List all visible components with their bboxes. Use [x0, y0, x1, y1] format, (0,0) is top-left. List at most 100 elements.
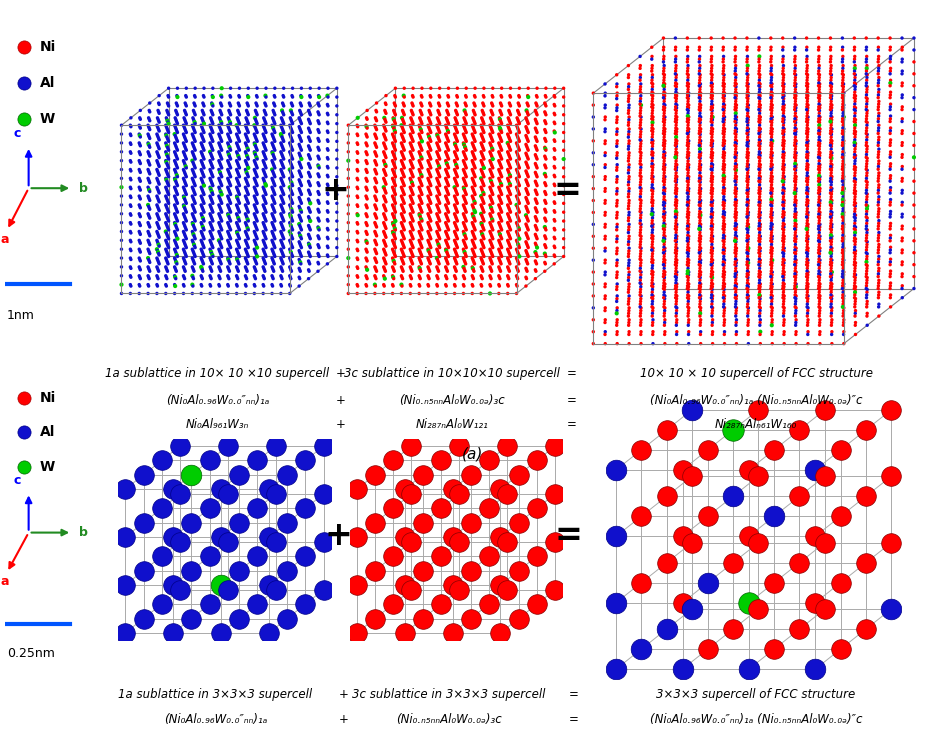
Point — [160, 162, 176, 174]
Point — [474, 192, 489, 203]
Point — [751, 78, 767, 90]
Point — [247, 165, 262, 177]
Point — [740, 161, 755, 173]
Point — [276, 170, 291, 181]
Point — [882, 223, 897, 235]
Point — [481, 270, 497, 282]
Point — [204, 177, 219, 189]
Point — [692, 203, 707, 214]
Point — [834, 319, 850, 331]
Point — [132, 175, 147, 187]
Point — [716, 277, 731, 289]
Point — [473, 261, 488, 273]
Point — [186, 168, 201, 180]
Point — [502, 241, 517, 253]
Point — [812, 147, 827, 159]
Point — [447, 155, 462, 167]
Point — [502, 187, 517, 199]
Point — [265, 140, 280, 152]
Point — [349, 234, 364, 246]
Point — [212, 158, 228, 170]
Point — [716, 131, 731, 143]
Point — [160, 189, 176, 200]
Point — [483, 256, 498, 268]
Point — [154, 454, 169, 466]
Point — [847, 72, 862, 84]
Point — [500, 202, 515, 214]
Point — [632, 319, 648, 331]
Point — [274, 148, 289, 159]
Point — [528, 239, 543, 250]
Point — [266, 134, 281, 146]
Point — [667, 256, 683, 268]
Point — [835, 206, 851, 218]
Point — [786, 98, 801, 110]
Point — [692, 92, 707, 104]
Point — [142, 247, 157, 259]
Point — [220, 146, 235, 158]
Point — [274, 280, 289, 292]
Point — [786, 161, 801, 172]
Point — [645, 78, 660, 90]
Point — [763, 241, 778, 253]
Point — [412, 288, 427, 299]
Point — [656, 329, 671, 341]
Point — [439, 140, 454, 152]
Point — [178, 214, 194, 225]
Point — [403, 112, 418, 124]
Point — [205, 90, 220, 101]
Point — [620, 263, 635, 275]
Point — [727, 280, 742, 291]
Point — [447, 123, 463, 134]
Point — [680, 54, 695, 65]
Point — [834, 44, 849, 56]
Point — [141, 272, 156, 283]
Point — [186, 256, 201, 268]
Point — [194, 131, 210, 143]
Point — [413, 219, 428, 231]
Point — [763, 137, 778, 148]
Point — [178, 206, 194, 218]
Point — [645, 206, 660, 218]
Point — [394, 112, 409, 124]
Point — [458, 161, 473, 172]
Point — [123, 261, 138, 273]
Point — [238, 183, 253, 195]
Point — [775, 208, 790, 220]
Point — [786, 32, 801, 44]
Point — [238, 120, 253, 131]
Point — [764, 281, 779, 293]
Point — [249, 170, 264, 181]
Point — [774, 68, 789, 80]
Point — [510, 221, 525, 233]
Point — [483, 202, 498, 214]
Point — [776, 269, 791, 280]
Point — [160, 212, 175, 224]
Point — [447, 225, 462, 237]
Point — [141, 146, 156, 158]
Point — [620, 316, 635, 328]
Point — [167, 174, 182, 186]
Point — [847, 230, 862, 241]
Point — [667, 263, 683, 275]
Point — [430, 193, 445, 205]
Point — [266, 106, 281, 117]
Point — [518, 264, 533, 276]
Point — [386, 114, 401, 126]
Point — [484, 215, 499, 227]
Point — [536, 186, 551, 197]
Point — [512, 82, 527, 94]
Point — [810, 199, 825, 211]
Point — [644, 220, 659, 232]
Point — [467, 171, 482, 183]
Point — [835, 221, 851, 233]
Point — [223, 197, 238, 209]
Point — [448, 256, 464, 268]
Point — [727, 139, 742, 151]
Point — [258, 116, 273, 128]
Point — [739, 164, 754, 176]
Point — [727, 51, 742, 62]
Point — [883, 537, 898, 549]
Point — [750, 292, 766, 304]
Point — [222, 159, 237, 171]
